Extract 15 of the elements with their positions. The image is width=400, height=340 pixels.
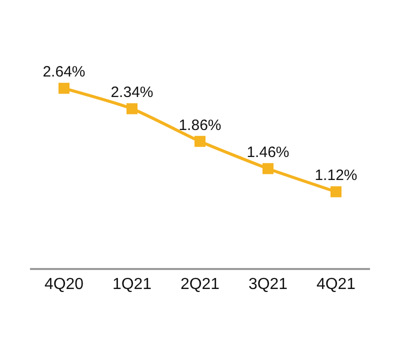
x-tick-label: 4Q21 xyxy=(316,276,356,294)
point xyxy=(194,136,206,147)
point xyxy=(330,186,342,198)
x-tick-label: 2Q21 xyxy=(180,276,220,294)
x-tick-label: 3Q21 xyxy=(248,276,288,294)
x-tick-label: 1Q21 xyxy=(112,276,152,294)
data-label: 2.64% xyxy=(42,64,86,81)
x-tick-label: 4Q20 xyxy=(44,276,84,294)
point xyxy=(126,103,138,114)
data-label: 1.86% xyxy=(178,116,222,134)
point xyxy=(262,163,274,174)
point xyxy=(58,82,70,94)
data-label: 2.34% xyxy=(110,84,154,102)
data-label: 1.46% xyxy=(246,144,290,161)
data-label: 1.12% xyxy=(314,167,358,184)
